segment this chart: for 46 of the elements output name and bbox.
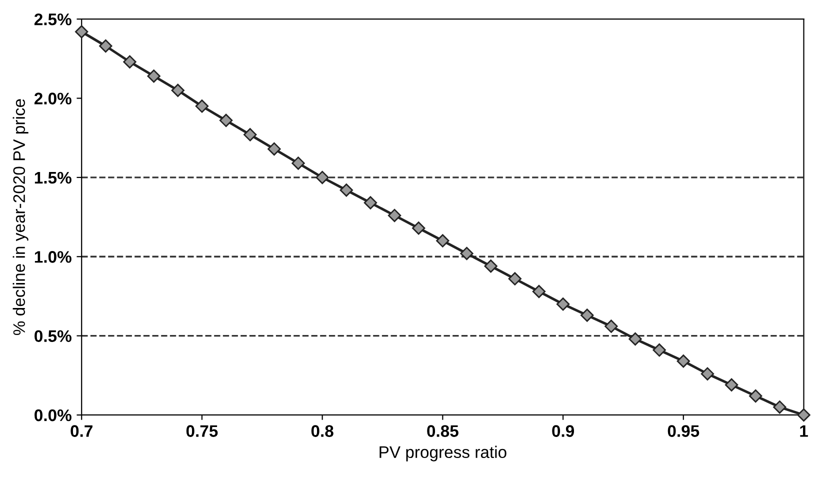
point: [219, 114, 233, 128]
y-tick-label: 0.5%: [34, 330, 72, 342]
point: [700, 367, 714, 380]
point: [316, 170, 329, 184]
point: [749, 389, 762, 403]
x-tick-label: 0.75: [186, 425, 218, 437]
point: [340, 184, 353, 197]
point: [244, 128, 257, 142]
x-tick-label: 0.95: [668, 425, 700, 437]
point: [628, 332, 642, 346]
point: [388, 208, 402, 222]
point: [460, 246, 474, 260]
x-tick-label: 0.8: [311, 425, 334, 437]
y-tick-label: 1.5%: [34, 172, 72, 184]
point: [171, 84, 184, 97]
point: [268, 142, 281, 156]
point: [604, 320, 618, 333]
point: [676, 354, 690, 368]
point: [75, 25, 88, 38]
point: [195, 100, 209, 113]
x-tick-label: 1: [800, 425, 808, 437]
point: [556, 298, 570, 311]
point: [580, 308, 594, 322]
point: [508, 272, 522, 286]
point: [797, 408, 810, 422]
point: [99, 39, 112, 53]
y-tick-label: 0.0%: [34, 409, 72, 422]
point: [773, 400, 786, 414]
x-tick-label: 0.9: [552, 425, 574, 437]
x-tick-label: 0.85: [427, 425, 458, 437]
point: [652, 343, 666, 357]
x-axis-title: PV progress ratio: [380, 446, 506, 462]
x-tick-label: 0.7: [70, 425, 92, 437]
point: [292, 156, 305, 170]
point: [436, 234, 450, 248]
point: [412, 222, 426, 235]
point: [484, 260, 498, 273]
point: [724, 378, 738, 392]
point: [364, 196, 378, 210]
point: [532, 284, 546, 298]
y-axis-title: % decline in year-2020 PV price: [12, 99, 28, 336]
y-tick-label: 1.0%: [34, 251, 72, 263]
y-tick-label: 2.0%: [34, 92, 72, 104]
point: [123, 55, 136, 68]
y-tick-label: 2.5%: [34, 13, 72, 26]
point: [147, 70, 160, 83]
